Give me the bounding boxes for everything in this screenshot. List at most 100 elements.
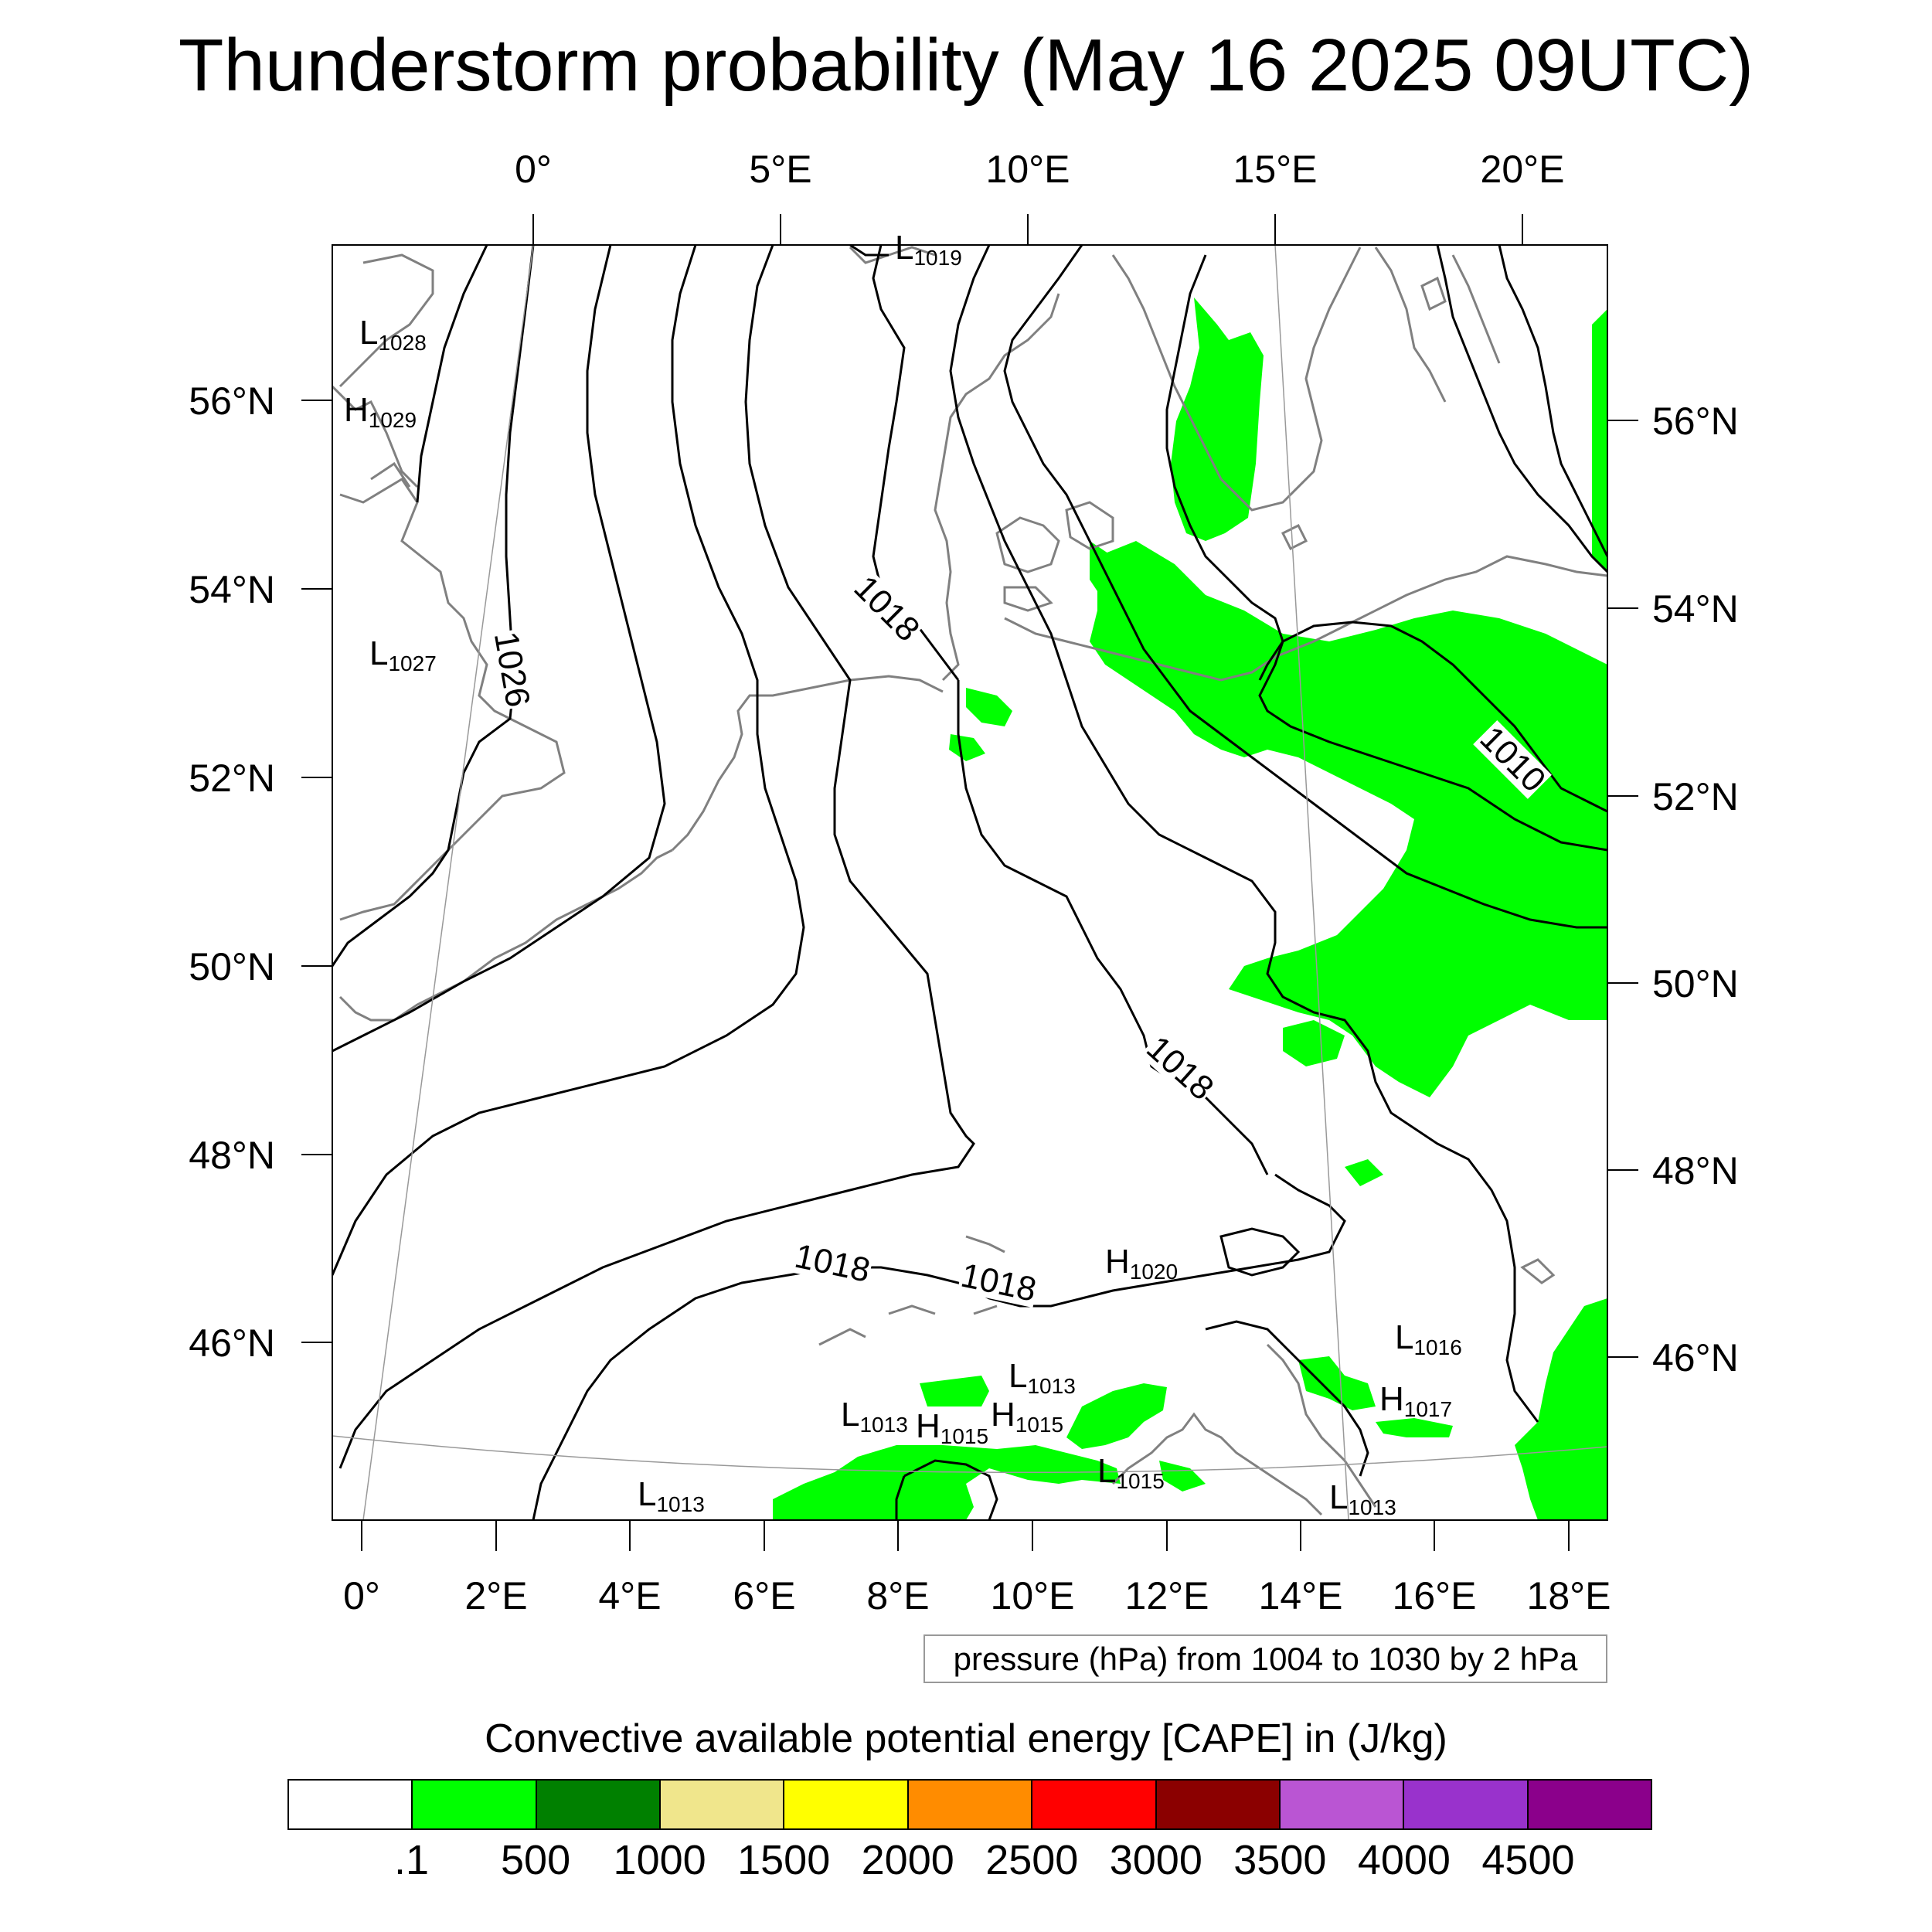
left-tick-label: 48°N [189, 1134, 275, 1177]
top-tick-label: 20°E [1481, 148, 1565, 191]
bottom-tick-label: 16°E [1393, 1574, 1477, 1617]
bottom-axis-labels: 0° 2°E 4°E 6°E 8°E 10°E 12°E 14°E 16°E 1… [343, 1574, 1611, 1617]
bottom-tick-label: 10°E [991, 1574, 1075, 1617]
colorbar-label: 3500 [1233, 1837, 1327, 1883]
colorbar-label: 1000 [613, 1837, 706, 1883]
cape-area-italy-north [920, 1376, 1167, 1449]
cape-area-scandinavia [1171, 298, 1264, 541]
cape-area-germany-north [949, 688, 1012, 761]
coastline-lakes-alps [818, 1235, 1029, 1346]
colorbar-swatch [1156, 1781, 1281, 1828]
coastline-germany-baltic [1004, 617, 1276, 682]
right-tick-label: 54°N [1652, 587, 1739, 631]
right-tick-label: 46°N [1652, 1336, 1739, 1379]
right-tick-label: 56°N [1652, 400, 1739, 443]
colorbar-swatch [289, 1781, 413, 1828]
bottom-tick-label: 12°E [1125, 1574, 1209, 1617]
colorbar-label: 2000 [861, 1837, 954, 1883]
cape-area-baltic-coast [1090, 541, 1136, 611]
top-axis-labels: 0° 5°E 10°E 15°E 20°E [515, 148, 1564, 191]
coastline-adriatic-italy [1111, 1412, 1323, 1516]
isobar-label: 1018 [791, 1237, 873, 1290]
pressure-center: L1013 [1009, 1357, 1076, 1398]
top-tick-label: 0° [515, 148, 552, 191]
colorbar-labels: .1 500 1000 1500 2000 2500 3000 3500 4000 4500 [0, 1836, 1932, 1890]
isobar-label: 1026 [487, 629, 537, 710]
meridian-15e [1274, 245, 1349, 1520]
isobar-1028 [416, 245, 488, 503]
top-tick-label: 10°E [986, 148, 1070, 191]
cape-area-hungary [1515, 1298, 1607, 1520]
isobar-closed-alps-1 [1219, 1227, 1301, 1277]
colorbar-swatch [1404, 1781, 1529, 1828]
isobar-1010-east [1436, 245, 1607, 573]
colorbar-swatch [1280, 1781, 1405, 1828]
colorbar-label: 500 [501, 1837, 571, 1883]
coastline-sweden-south [1111, 247, 1362, 512]
pressure-centers: L1028 H1029 L1027 L1019 H1020 L1016 H101… [344, 229, 1462, 1519]
left-tick-label: 56°N [189, 379, 275, 423]
cape-area-alps-south [773, 1445, 1206, 1520]
pressure-center: L1013 [841, 1396, 908, 1437]
left-tick-label: 46°N [189, 1321, 275, 1365]
pressure-center: L1019 [895, 229, 962, 270]
colorbar-label: 3000 [1109, 1837, 1202, 1883]
bottom-tick-label: 0° [343, 1574, 380, 1617]
cape-area-austria-south [1298, 1356, 1453, 1437]
pressure-center: H1020 [1105, 1243, 1178, 1284]
bottom-tick-label: 4°E [598, 1574, 661, 1617]
top-tick-label: 15°E [1233, 148, 1318, 191]
left-axis-labels: 56°N 54°N 52°N 50°N 48°N 46°N [189, 379, 275, 1365]
isobar-1010 [1258, 621, 1607, 813]
tick-marks [301, 214, 1638, 1551]
legend-title: Convective available potential energy [C… [485, 1716, 1447, 1761]
cape-areas [773, 298, 1607, 1520]
right-tick-label: 48°N [1652, 1149, 1739, 1192]
pressure-center: L1013 [1329, 1478, 1396, 1519]
pressure-center: L1027 [369, 634, 437, 675]
coastline-baltic-islands [1281, 276, 1447, 551]
bottom-tick-label: 8°E [866, 1574, 929, 1617]
cape-area-east-edge [1592, 309, 1607, 572]
colorbar-swatch [661, 1781, 785, 1828]
pressure-center: H1015 [991, 1396, 1063, 1437]
isobar-1018-south [957, 680, 1269, 1175]
bottom-tick-label: 2°E [464, 1574, 527, 1617]
isobars [332, 245, 1607, 1520]
coastline-benelux [671, 675, 944, 852]
isobar-1014 [1003, 245, 1607, 929]
meridian-0 [362, 245, 534, 1520]
colorbar-swatch [1528, 1781, 1651, 1828]
isobar-1022 [332, 245, 805, 1276]
cape-colorbar [287, 1779, 1652, 1830]
right-tick-label: 50°N [1652, 962, 1739, 1005]
top-tick-label: 5°E [749, 148, 811, 191]
isobar-label: 1018 [957, 1257, 1039, 1309]
isobar-1016 [949, 245, 1539, 1423]
right-axis-labels: 56°N 54°N 52°N 50°N 48°N 46°N [1652, 400, 1739, 1379]
chart-title: Thunderstorm probability (May 16 2025 09… [178, 24, 1754, 107]
pressure-center: L1013 [638, 1475, 705, 1516]
isobar-closed-north [849, 245, 889, 257]
coastline-adriatic-east [1266, 1343, 1377, 1508]
isobar-1008 [1498, 245, 1607, 557]
colorbar-swatch [784, 1781, 909, 1828]
colorbar-label: .1 [394, 1837, 430, 1883]
left-tick-label: 50°N [189, 945, 275, 988]
left-tick-label: 54°N [189, 568, 275, 611]
coastline-poland-baltic [1274, 555, 1607, 658]
colorbar-label: 4000 [1357, 1837, 1451, 1883]
colorbar-swatch [908, 1781, 1033, 1828]
isobar-1013-south [1205, 1320, 1369, 1477]
pressure-contour-note: pressure (hPa) from 1004 to 1030 by 2 hP… [923, 1634, 1607, 1683]
colorbar-swatch [1032, 1781, 1157, 1828]
isobar-1026 [332, 245, 535, 967]
coastline-hungary-lake [1520, 1258, 1556, 1284]
coastline-danish-islands [995, 501, 1114, 612]
parallel-45n [332, 1435, 1607, 1474]
colorbar-label: 1500 [737, 1837, 831, 1883]
colorbar-swatch [413, 1781, 537, 1828]
isobar-1024 [332, 245, 666, 1053]
cape-area-czech [1283, 1020, 1383, 1186]
